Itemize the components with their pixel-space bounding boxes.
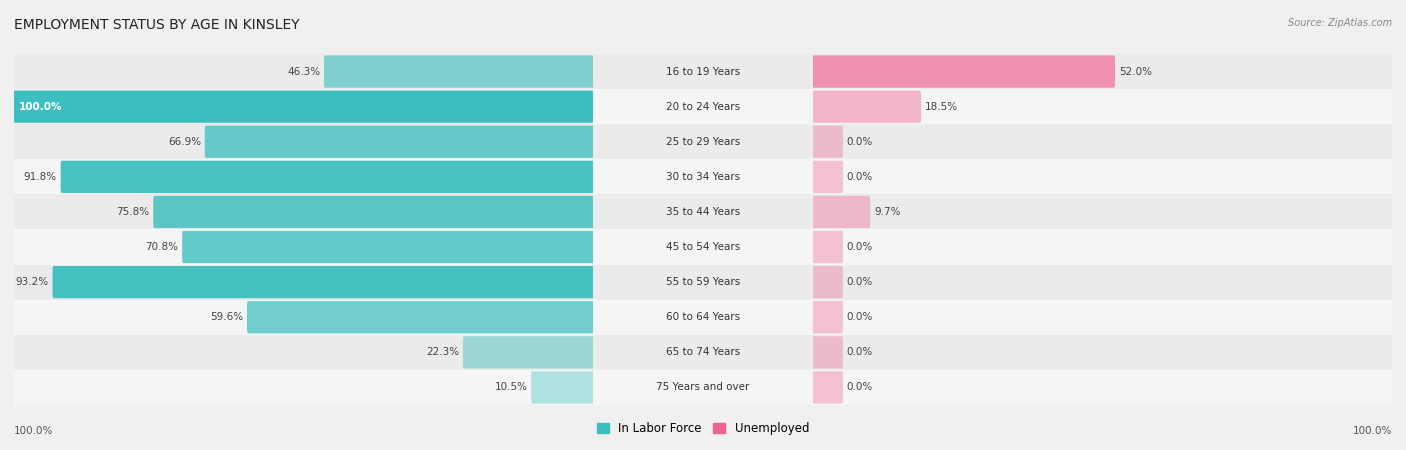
FancyBboxPatch shape [14, 159, 593, 194]
FancyBboxPatch shape [813, 161, 844, 193]
FancyBboxPatch shape [593, 230, 813, 265]
Text: 100.0%: 100.0% [1353, 427, 1392, 436]
FancyBboxPatch shape [52, 266, 593, 298]
FancyBboxPatch shape [813, 231, 844, 263]
Text: 55 to 59 Years: 55 to 59 Years [666, 277, 740, 287]
FancyBboxPatch shape [13, 90, 593, 123]
Text: 60 to 64 Years: 60 to 64 Years [666, 312, 740, 322]
Text: 0.0%: 0.0% [846, 242, 873, 252]
Text: EMPLOYMENT STATUS BY AGE IN KINSLEY: EMPLOYMENT STATUS BY AGE IN KINSLEY [14, 18, 299, 32]
Text: 0.0%: 0.0% [846, 172, 873, 182]
FancyBboxPatch shape [813, 266, 844, 298]
FancyBboxPatch shape [813, 89, 1392, 124]
Text: 0.0%: 0.0% [846, 277, 873, 287]
Text: 75.8%: 75.8% [117, 207, 149, 217]
Text: 35 to 44 Years: 35 to 44 Years [666, 207, 740, 217]
FancyBboxPatch shape [14, 265, 593, 300]
Text: 93.2%: 93.2% [15, 277, 49, 287]
Text: 70.8%: 70.8% [145, 242, 179, 252]
FancyBboxPatch shape [813, 301, 844, 333]
FancyBboxPatch shape [593, 89, 813, 124]
FancyBboxPatch shape [205, 126, 593, 158]
Text: 20 to 24 Years: 20 to 24 Years [666, 102, 740, 112]
Text: 18.5%: 18.5% [925, 102, 957, 112]
FancyBboxPatch shape [813, 370, 1392, 405]
Text: 100.0%: 100.0% [14, 427, 53, 436]
FancyBboxPatch shape [813, 126, 844, 158]
Text: 30 to 34 Years: 30 to 34 Years [666, 172, 740, 182]
FancyBboxPatch shape [593, 54, 813, 89]
Text: 16 to 19 Years: 16 to 19 Years [666, 67, 740, 76]
Text: Source: ZipAtlas.com: Source: ZipAtlas.com [1288, 18, 1392, 28]
FancyBboxPatch shape [813, 90, 921, 123]
FancyBboxPatch shape [813, 335, 1392, 370]
Text: 10.5%: 10.5% [495, 382, 527, 392]
FancyBboxPatch shape [593, 194, 813, 230]
Text: 0.0%: 0.0% [846, 312, 873, 322]
FancyBboxPatch shape [593, 124, 813, 159]
FancyBboxPatch shape [593, 300, 813, 335]
FancyBboxPatch shape [247, 301, 593, 333]
FancyBboxPatch shape [183, 231, 593, 263]
FancyBboxPatch shape [14, 300, 593, 335]
Text: 0.0%: 0.0% [846, 382, 873, 392]
FancyBboxPatch shape [463, 336, 593, 369]
FancyBboxPatch shape [813, 194, 1392, 230]
FancyBboxPatch shape [593, 265, 813, 300]
FancyBboxPatch shape [14, 335, 593, 370]
FancyBboxPatch shape [593, 370, 813, 405]
FancyBboxPatch shape [813, 54, 1392, 89]
Text: 65 to 74 Years: 65 to 74 Years [666, 347, 740, 357]
Text: 66.9%: 66.9% [167, 137, 201, 147]
FancyBboxPatch shape [813, 124, 1392, 159]
FancyBboxPatch shape [14, 54, 593, 89]
FancyBboxPatch shape [14, 124, 593, 159]
Text: 0.0%: 0.0% [846, 137, 873, 147]
FancyBboxPatch shape [813, 230, 1392, 265]
Text: 75 Years and over: 75 Years and over [657, 382, 749, 392]
Text: 52.0%: 52.0% [1119, 67, 1152, 76]
Text: 45 to 54 Years: 45 to 54 Years [666, 242, 740, 252]
FancyBboxPatch shape [323, 55, 593, 88]
FancyBboxPatch shape [153, 196, 593, 228]
FancyBboxPatch shape [14, 370, 593, 405]
FancyBboxPatch shape [14, 194, 593, 230]
FancyBboxPatch shape [593, 335, 813, 370]
Text: 22.3%: 22.3% [426, 347, 460, 357]
FancyBboxPatch shape [813, 55, 1115, 88]
FancyBboxPatch shape [813, 265, 1392, 300]
Text: 25 to 29 Years: 25 to 29 Years [666, 137, 740, 147]
FancyBboxPatch shape [813, 371, 844, 404]
Text: 100.0%: 100.0% [18, 102, 62, 112]
FancyBboxPatch shape [14, 89, 593, 124]
Text: 46.3%: 46.3% [287, 67, 321, 76]
FancyBboxPatch shape [813, 336, 844, 369]
Text: 91.8%: 91.8% [24, 172, 56, 182]
FancyBboxPatch shape [531, 371, 593, 404]
Text: 59.6%: 59.6% [209, 312, 243, 322]
FancyBboxPatch shape [60, 161, 593, 193]
Text: 9.7%: 9.7% [875, 207, 900, 217]
FancyBboxPatch shape [14, 230, 593, 265]
Legend: In Labor Force, Unemployed: In Labor Force, Unemployed [592, 417, 814, 440]
Text: 0.0%: 0.0% [846, 347, 873, 357]
FancyBboxPatch shape [813, 159, 1392, 194]
FancyBboxPatch shape [593, 159, 813, 194]
FancyBboxPatch shape [813, 300, 1392, 335]
FancyBboxPatch shape [813, 196, 870, 228]
